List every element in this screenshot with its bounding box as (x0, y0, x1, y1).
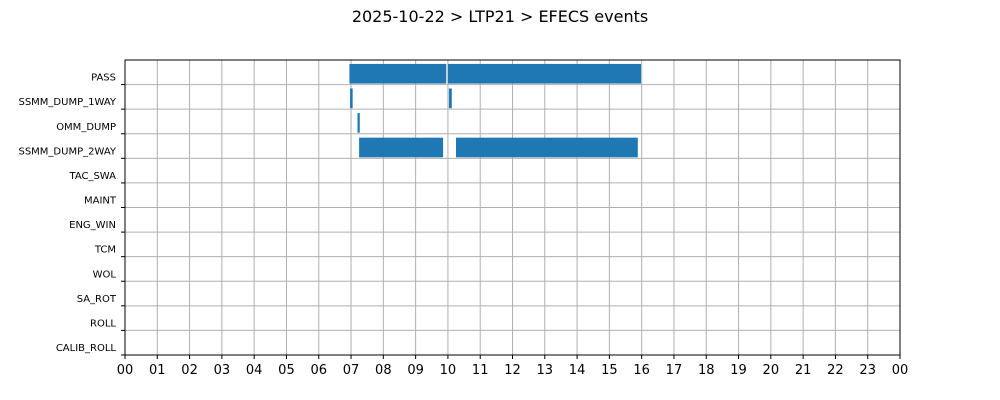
x-tick-label: 05 (278, 363, 295, 378)
x-tick-label: 17 (666, 363, 683, 378)
event-bar-ssmm-dump-2way (359, 137, 444, 158)
x-tick-label: 12 (504, 363, 521, 378)
y-tick-label: TCM (94, 245, 116, 256)
y-tick-label: PASS (91, 73, 116, 84)
x-tick-label: 21 (795, 363, 812, 378)
x-tick-label: 01 (149, 363, 166, 378)
x-tick-label: 19 (730, 363, 747, 378)
y-tick-label: MAINT (84, 196, 117, 207)
event-bar-ssmm-dump-1way (350, 88, 353, 109)
x-tick-label: 20 (763, 363, 780, 378)
x-tick-label: 23 (859, 363, 876, 378)
y-tick-label: TAC_SWA (68, 171, 116, 182)
x-tick-label: 07 (343, 363, 360, 378)
x-tick-label: 02 (181, 363, 198, 378)
x-tick-label: 03 (214, 363, 231, 378)
y-tick-label: ROLL (90, 318, 116, 329)
x-tick-label: 04 (246, 363, 263, 378)
y-tick-label: SA_ROT (77, 294, 117, 305)
x-tick-label: 10 (440, 363, 457, 378)
x-tick-label: 11 (472, 363, 489, 378)
y-tick-label: OMM_DUMP (56, 122, 116, 133)
event-bar-pass (447, 63, 642, 84)
chart-title: 2025-10-22 > LTP21 > EFECS events (352, 7, 648, 26)
x-tick-label: 08 (375, 363, 392, 378)
event-bar-ssmm-dump-2way (455, 137, 638, 158)
x-tick-label: 16 (633, 363, 650, 378)
x-tick-label: 00 (892, 363, 909, 378)
y-tick-label: CALIB_ROLL (56, 343, 117, 354)
grid-lines (125, 60, 900, 355)
x-tick-label: 09 (407, 363, 424, 378)
y-tick-label: ENG_WIN (69, 220, 116, 231)
x-tick-label: 22 (827, 363, 844, 378)
x-tick-label: 00 (117, 363, 134, 378)
x-axis-ticks: 00 01 02 03 04 05 06 07 08 09 10 11 12 13 14 15 16 17 18 19… (117, 355, 909, 378)
x-tick-label: 13 (537, 363, 554, 378)
y-tick-label: SSMM_DUMP_2WAY (18, 146, 116, 157)
x-tick-label: 14 (569, 363, 586, 378)
event-bars (349, 63, 642, 158)
event-bar-ssmm-dump-1way (448, 88, 452, 109)
y-tick-label: WOL (93, 269, 117, 280)
x-tick-label: 18 (698, 363, 715, 378)
x-tick-label: 15 (601, 363, 618, 378)
y-tick-label: SSMM_DUMP_1WAY (18, 97, 116, 108)
event-bar-pass (349, 63, 447, 84)
x-tick-label: 06 (310, 363, 327, 378)
event-bar-omm-dump (357, 113, 360, 133)
y-axis-ticks: PASS SSMM_DUMP_1WAY OMM_DUMP SSMM_DUMP_2WAY… (18, 73, 125, 356)
